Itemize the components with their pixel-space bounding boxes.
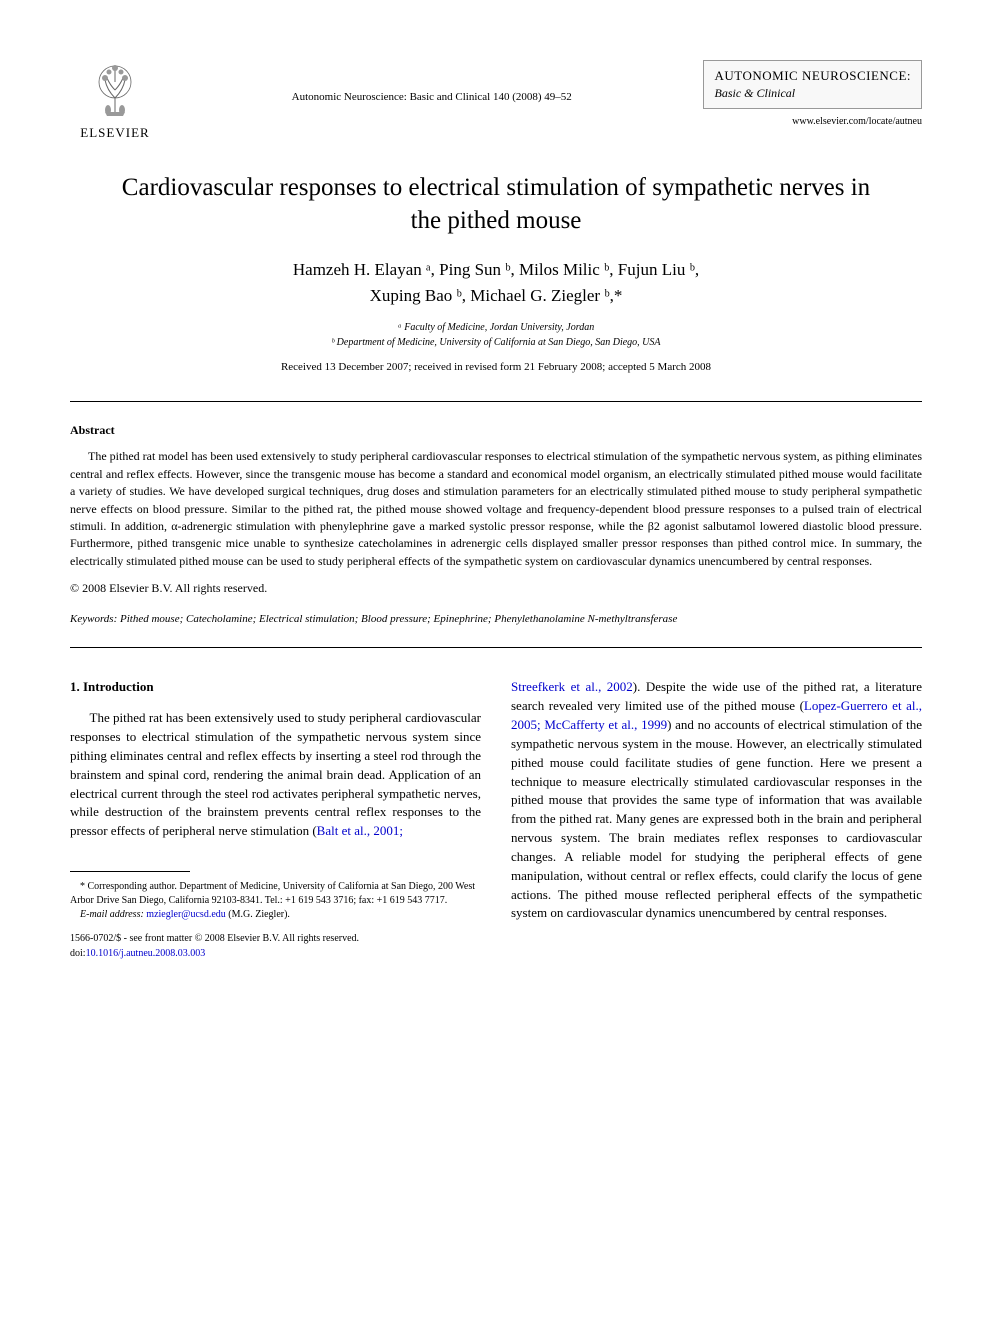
elsevier-tree-icon bbox=[85, 60, 145, 120]
abstract-text: The pithed rat model has been used exten… bbox=[70, 448, 922, 570]
journal-info-box: AUTONOMIC NEUROSCIENCE: Basic & Clinical… bbox=[703, 60, 922, 129]
keywords-label: Keywords: bbox=[70, 613, 117, 625]
front-matter-copyright: 1566-0702/$ - see front matter © 2008 El… bbox=[70, 932, 481, 947]
front-matter-line: 1566-0702/$ - see front matter © 2008 El… bbox=[70, 932, 481, 961]
keywords: Keywords: Pithed mouse; Catecholamine; E… bbox=[70, 612, 922, 627]
intro-text-2b: ) and no accounts of electrical stimulat… bbox=[511, 717, 922, 920]
abstract-label: Abstract bbox=[70, 422, 922, 439]
affiliation-a: ᵃ Faculty of Medicine, Jordan University… bbox=[398, 322, 595, 333]
section-1-heading: 1. Introduction bbox=[70, 678, 481, 697]
doi-link[interactable]: 10.1016/j.autneu.2008.03.003 bbox=[86, 948, 206, 959]
journal-citation: Autonomic Neuroscience: Basic and Clinic… bbox=[160, 60, 703, 105]
divider-rule-2 bbox=[70, 647, 922, 648]
intro-text-1: The pithed rat has been extensively used… bbox=[70, 710, 481, 838]
authors-line-2: Xuping Bao ᵇ, Michael G. Ziegler ᵇ,* bbox=[370, 286, 623, 305]
journal-subtitle: Basic & Clinical bbox=[714, 85, 911, 102]
citation-link-2[interactable]: Streefkerk et al., 2002 bbox=[511, 679, 633, 694]
email-line: E-mail address: mziegler@ucsd.edu (M.G. … bbox=[70, 908, 481, 922]
journal-title: AUTONOMIC NEUROSCIENCE: bbox=[714, 67, 911, 85]
abstract-body: The pithed rat model has been used exten… bbox=[70, 449, 922, 567]
footnote-block: * Corresponding author. Department of Me… bbox=[70, 880, 481, 922]
abstract-copyright: © 2008 Elsevier B.V. All rights reserved… bbox=[70, 580, 922, 597]
email-suffix: (M.G. Ziegler). bbox=[226, 909, 290, 920]
email-link[interactable]: mziegler@ucsd.edu bbox=[146, 909, 225, 920]
article-title: Cardiovascular responses to electrical s… bbox=[110, 172, 882, 237]
corresponding-author-note: * Corresponding author. Department of Me… bbox=[70, 880, 481, 908]
journal-url: www.elsevier.com/locate/autneu bbox=[703, 115, 922, 129]
left-column: 1. Introduction The pithed rat has been … bbox=[70, 678, 481, 961]
right-column: Streefkerk et al., 2002). Despite the wi… bbox=[511, 678, 922, 961]
page-header: ELSEVIER Autonomic Neuroscience: Basic a… bbox=[70, 60, 922, 142]
keywords-text: Pithed mouse; Catecholamine; Electrical … bbox=[117, 613, 677, 625]
publisher-logo: ELSEVIER bbox=[70, 60, 160, 142]
email-label: E-mail address: bbox=[80, 909, 146, 920]
affiliation-b: ᵇ Department of Medicine, University of … bbox=[331, 337, 660, 348]
divider-rule bbox=[70, 401, 922, 402]
journal-cover: AUTONOMIC NEUROSCIENCE: Basic & Clinical bbox=[703, 60, 922, 109]
intro-paragraph-right: Streefkerk et al., 2002). Despite the wi… bbox=[511, 678, 922, 923]
publisher-name: ELSEVIER bbox=[80, 124, 149, 142]
intro-paragraph-left: The pithed rat has been extensively used… bbox=[70, 709, 481, 841]
footnote-rule bbox=[70, 871, 190, 872]
doi-label: doi: bbox=[70, 948, 86, 959]
body-columns: 1. Introduction The pithed rat has been … bbox=[70, 678, 922, 961]
article-dates: Received 13 December 2007; received in r… bbox=[70, 360, 922, 375]
authors: Hamzeh H. Elayan ᵃ, Ping Sun ᵇ, Milos Mi… bbox=[70, 257, 922, 308]
affiliations: ᵃ Faculty of Medicine, Jordan University… bbox=[70, 320, 922, 350]
authors-line-1: Hamzeh H. Elayan ᵃ, Ping Sun ᵇ, Milos Mi… bbox=[293, 260, 699, 279]
doi-line: doi:10.1016/j.autneu.2008.03.003 bbox=[70, 947, 481, 962]
citation-link-1[interactable]: Balt et al., 2001; bbox=[317, 823, 403, 838]
